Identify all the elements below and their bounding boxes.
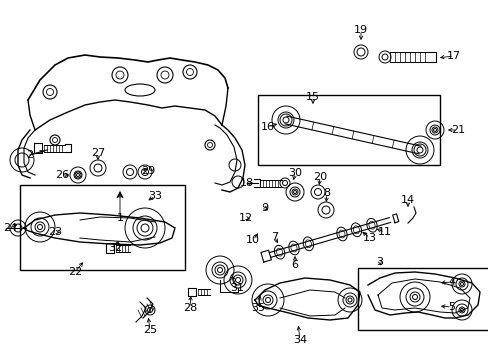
Text: 24: 24 (3, 223, 17, 233)
Text: 14: 14 (400, 195, 414, 205)
Text: 20: 20 (312, 172, 326, 182)
Text: 7: 7 (271, 232, 278, 242)
Text: 19: 19 (353, 25, 367, 35)
Text: 16: 16 (261, 122, 274, 132)
Text: 35: 35 (250, 303, 264, 313)
Text: 33: 33 (148, 191, 162, 201)
Text: 29: 29 (141, 166, 155, 176)
Text: 23: 23 (48, 227, 62, 237)
Bar (20, 185, 184, 270)
Text: 17: 17 (446, 51, 460, 61)
Text: 22: 22 (68, 267, 82, 277)
Text: 26: 26 (55, 170, 69, 180)
Bar (258, 95, 439, 165)
Text: 3: 3 (376, 257, 383, 267)
Text: 28: 28 (183, 303, 197, 313)
Text: 11: 11 (377, 227, 391, 237)
Text: 21: 21 (450, 125, 464, 135)
Text: 4: 4 (447, 277, 455, 287)
Text: 32: 32 (108, 243, 122, 253)
Text: 10: 10 (245, 235, 260, 245)
Text: 5: 5 (447, 302, 454, 312)
Text: 25: 25 (142, 325, 157, 335)
Text: 12: 12 (239, 213, 253, 223)
Text: 2: 2 (26, 150, 34, 160)
Bar (357, 268, 488, 330)
Text: 30: 30 (287, 168, 302, 178)
Text: 34: 34 (292, 335, 306, 345)
Text: 9: 9 (261, 203, 268, 213)
Text: 18: 18 (240, 178, 254, 188)
Text: 1: 1 (116, 213, 123, 223)
Text: 13: 13 (362, 233, 376, 243)
Text: 31: 31 (229, 283, 244, 293)
Text: 15: 15 (305, 92, 319, 102)
Text: 8: 8 (323, 188, 330, 198)
Text: 27: 27 (91, 148, 105, 158)
Text: 6: 6 (291, 260, 298, 270)
